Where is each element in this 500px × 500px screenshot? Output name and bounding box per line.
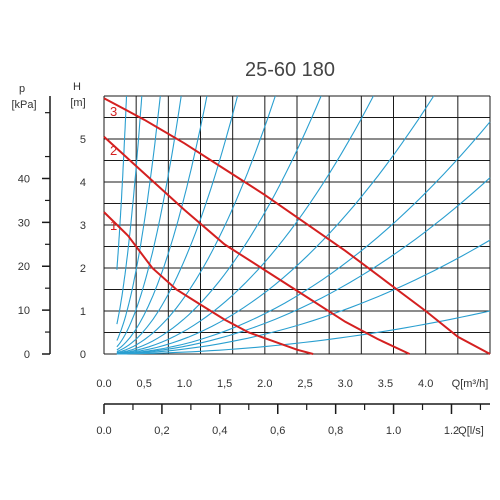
x-tick-label: 3.5 [378, 378, 393, 390]
p-axis-symbol: p [19, 83, 25, 95]
system-curve [116, 310, 491, 355]
x-tick-label: 2.0 [257, 378, 272, 390]
curve-label-2: 2 [110, 143, 117, 158]
h-tick-label: 5 [80, 134, 86, 146]
h-tick-label: 2 [80, 263, 86, 275]
p-tick-label: 30 [18, 217, 30, 229]
h-tick-label: 0 [80, 349, 86, 361]
system-curve [116, 95, 182, 348]
system-curve [116, 177, 491, 355]
x-tick-label: 0.0 [96, 378, 111, 390]
x-axis-label: Q[m³/h] [452, 378, 489, 390]
x2-tick-label: 1.0 [386, 425, 401, 437]
p-tick-label: 0 [24, 349, 30, 361]
h-tick-label: 3 [80, 220, 86, 232]
x-tick-label: 1,5 [217, 378, 232, 390]
h-tick-label: 1 [80, 306, 86, 318]
curve-label-3: 3 [110, 104, 117, 119]
h-axis-symbol: H [73, 81, 81, 93]
system-curve [116, 95, 161, 341]
p-axis-unit: [kPa] [11, 99, 36, 111]
x-tick-label: 2,5 [297, 378, 312, 390]
system-curve [116, 95, 208, 351]
h-tick-label: 4 [80, 177, 86, 189]
x2-tick-label: 1.2 [444, 425, 459, 437]
x2-tick-label: 0,6 [270, 425, 285, 437]
system-curve [116, 95, 374, 354]
system-curve [116, 121, 491, 355]
pump-curve-1 [103, 211, 314, 355]
curve-label-1: 1 [110, 218, 117, 233]
p-tick-label: 20 [18, 261, 30, 273]
x-tick-label: 3.0 [338, 378, 353, 390]
system-curve [116, 95, 322, 354]
system-curve [116, 95, 276, 354]
p-tick-label: 10 [18, 305, 30, 317]
x-tick-label: 4.0 [418, 378, 433, 390]
system-curve [116, 95, 435, 355]
h-axis-unit: [m] [70, 97, 85, 109]
x2-tick-label: 0,8 [328, 425, 343, 437]
system-curve [116, 95, 239, 353]
x-tick-label: 0,5 [137, 378, 152, 390]
system-curve [116, 239, 491, 355]
x2-axis-label: Q[l/s] [458, 425, 484, 437]
chart-title: 25-60 180 [245, 59, 335, 81]
p-tick-label: 40 [18, 173, 30, 185]
x2-tick-label: 0,2 [154, 425, 169, 437]
pump-curve-2 [103, 136, 411, 355]
system-curve [116, 95, 128, 270]
x-tick-label: 1.0 [177, 378, 192, 390]
x2-tick-label: 0,4 [212, 425, 227, 437]
x2-tick-label: 0.0 [96, 425, 111, 437]
pump-curve-3 [103, 97, 491, 355]
